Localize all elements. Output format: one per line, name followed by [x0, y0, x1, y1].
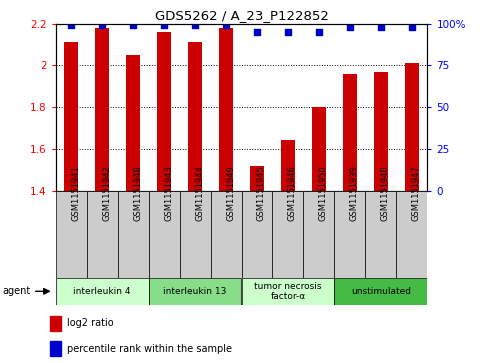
Text: interleukin 13: interleukin 13 — [163, 287, 227, 296]
Text: GSM1151940: GSM1151940 — [381, 165, 390, 221]
Point — [315, 29, 323, 35]
Point — [98, 23, 106, 28]
Bar — [180, 191, 211, 278]
Point — [191, 23, 199, 28]
Bar — [56, 278, 149, 305]
Text: GSM1151950: GSM1151950 — [319, 165, 328, 221]
Text: GSM1151939: GSM1151939 — [350, 165, 359, 221]
Text: GSM1151943: GSM1151943 — [164, 165, 173, 221]
Bar — [303, 191, 334, 278]
Bar — [366, 191, 397, 278]
Text: unstimulated: unstimulated — [351, 287, 411, 296]
Bar — [405, 63, 419, 191]
Point — [346, 24, 354, 30]
Point — [129, 23, 137, 28]
Title: GDS5262 / A_23_P122852: GDS5262 / A_23_P122852 — [155, 9, 328, 23]
Bar — [397, 191, 427, 278]
Bar — [272, 191, 303, 278]
Text: interleukin 4: interleukin 4 — [73, 287, 131, 296]
Bar — [242, 278, 334, 305]
Text: GSM1151946: GSM1151946 — [288, 165, 297, 221]
Point — [377, 24, 385, 30]
Bar — [50, 341, 61, 356]
Bar — [50, 316, 61, 331]
Bar — [117, 191, 149, 278]
Point — [67, 23, 75, 28]
Point — [253, 29, 261, 35]
Bar — [281, 140, 295, 191]
Text: agent: agent — [2, 286, 30, 296]
Text: log2 ratio: log2 ratio — [67, 318, 114, 328]
Bar — [64, 42, 78, 191]
Point — [408, 24, 416, 30]
Bar — [334, 278, 427, 305]
Bar — [374, 72, 388, 191]
Bar — [56, 191, 86, 278]
Bar — [157, 32, 171, 191]
Point — [160, 23, 168, 28]
Text: percentile rank within the sample: percentile rank within the sample — [67, 343, 232, 354]
Bar — [219, 28, 233, 191]
Text: GSM1151948: GSM1151948 — [133, 165, 142, 221]
Bar — [149, 191, 180, 278]
Text: GSM1151944: GSM1151944 — [195, 165, 204, 221]
Bar — [250, 166, 264, 191]
Text: tumor necrosis
factor-α: tumor necrosis factor-α — [254, 282, 322, 301]
Bar — [188, 42, 202, 191]
Text: GSM1151949: GSM1151949 — [226, 165, 235, 221]
Bar — [211, 191, 242, 278]
Point — [284, 29, 292, 35]
Bar — [334, 191, 366, 278]
Bar — [312, 107, 326, 191]
Text: GSM1151942: GSM1151942 — [102, 165, 111, 221]
Bar — [149, 278, 242, 305]
Bar — [126, 55, 140, 191]
Bar — [95, 28, 109, 191]
Bar — [242, 191, 272, 278]
Text: GSM1151941: GSM1151941 — [71, 165, 80, 221]
Point — [222, 23, 230, 28]
Bar — [343, 74, 357, 191]
Text: GSM1151947: GSM1151947 — [412, 165, 421, 221]
Text: GSM1151945: GSM1151945 — [257, 165, 266, 221]
Bar — [86, 191, 117, 278]
